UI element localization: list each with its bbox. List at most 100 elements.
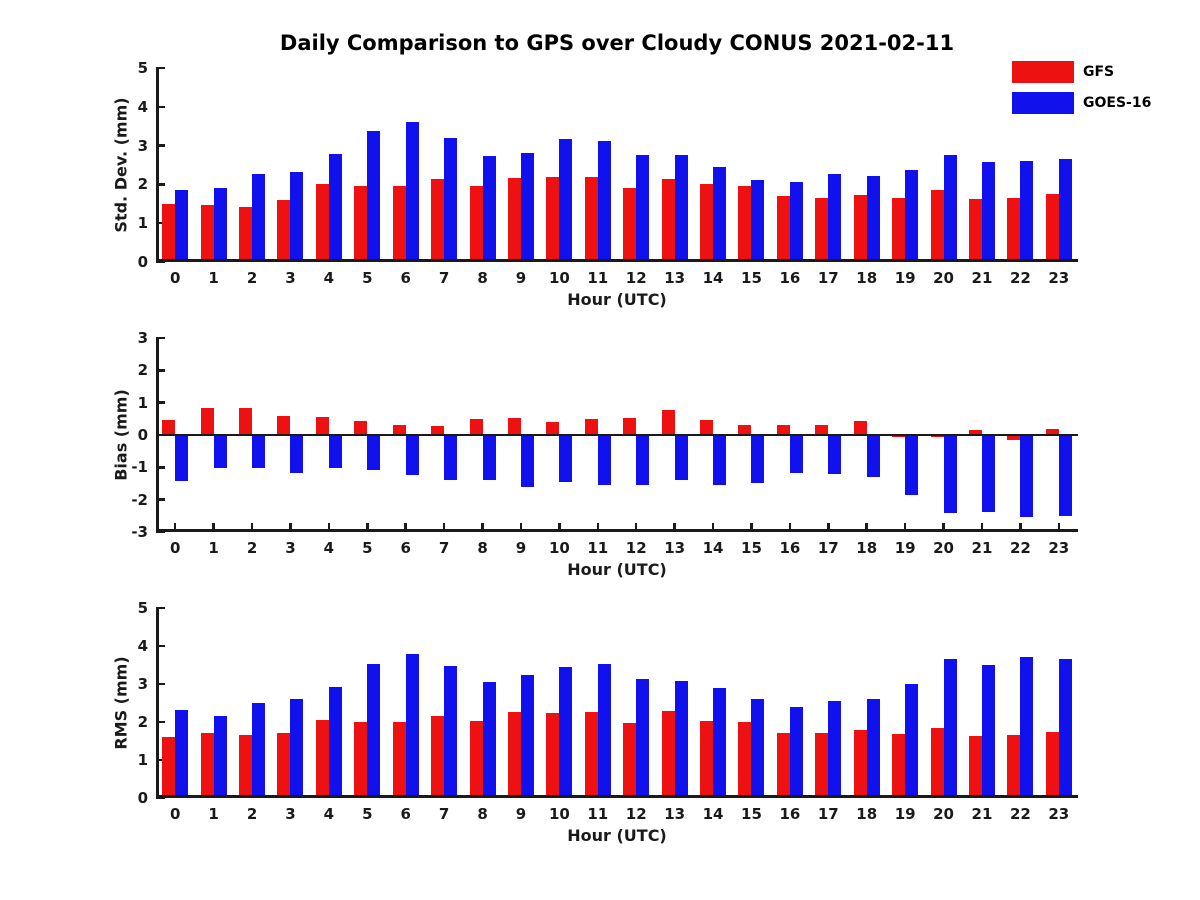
- x-tick-mark: [404, 523, 407, 532]
- x-tick-label: 15: [741, 805, 762, 823]
- goes-16-bar-h8: [482, 156, 496, 262]
- x-tick-label: 5: [362, 539, 373, 557]
- goes-16-bar-h14: [713, 435, 727, 486]
- x-tick-label: 5: [362, 269, 373, 287]
- goes-16-bar-h16: [789, 706, 803, 798]
- y-tick-label: 4: [137, 637, 148, 655]
- x-tick-mark: [481, 523, 484, 532]
- x-tick-mark: [558, 523, 561, 532]
- y-tick-label: 4: [137, 97, 148, 116]
- y-tick-label: 1: [137, 751, 148, 769]
- goes-16-bar-h1: [213, 435, 227, 468]
- x-tick-label: 15: [741, 269, 762, 287]
- goes-16-bar-h8: [482, 435, 496, 480]
- x-tick-label: 20: [933, 269, 954, 287]
- y-tick-mark: [156, 369, 165, 372]
- y-axis-spine: [156, 608, 159, 798]
- goes-16-bar-h11: [597, 140, 611, 262]
- goes-16-bar-h5: [367, 130, 381, 262]
- x-tick-label: 21: [971, 269, 993, 287]
- goes-16-bar-h1: [213, 188, 227, 262]
- gfs-bar-h23: [1045, 732, 1059, 798]
- goes-16-bar-h0: [175, 190, 189, 262]
- gfs-bar-h9: [507, 177, 521, 262]
- goes-16-bar-h21: [981, 435, 995, 513]
- x-tick-label: 2: [246, 539, 258, 557]
- gfs-bar-h6: [392, 185, 406, 262]
- legend-item-goes16: GOES-16: [1012, 92, 1151, 114]
- x-tick-label: 8: [477, 269, 488, 287]
- goes-16-bar-h7: [444, 435, 458, 481]
- y-tick-mark: [156, 606, 165, 610]
- y-tick-label: 2: [137, 361, 148, 380]
- goes-16-bar-h6: [405, 435, 419, 476]
- goes-16-bar-h5: [367, 664, 381, 798]
- x-tick-mark: [634, 523, 638, 532]
- legend: GFS GOES-16: [1012, 61, 1151, 123]
- y-tick-mark: [156, 466, 165, 469]
- goes16-color-swatch: [1012, 92, 1074, 114]
- gfs-bar-h2: [239, 734, 253, 798]
- goes-16-bar-h16: [789, 435, 803, 474]
- gfs-bar-h13: [661, 711, 675, 798]
- gfs-bar-h21: [968, 430, 982, 435]
- x-tick-label: 16: [779, 805, 801, 823]
- goes-16-bar-h23: [1058, 658, 1072, 798]
- x-tick-mark: [942, 523, 945, 532]
- x-tick-label: 9: [515, 269, 527, 287]
- x-tick-label: 1: [208, 805, 219, 823]
- x-tick-label: 3: [285, 805, 296, 823]
- goes-16-bar-h15: [751, 698, 765, 798]
- x-tick-mark: [519, 523, 523, 532]
- y-tick-mark: [156, 758, 165, 762]
- gfs-bar-h22: [1007, 734, 1021, 798]
- goes-16-bar-h18: [866, 176, 880, 262]
- x-tick-label: 3: [285, 269, 296, 287]
- goes-16-bar-h10: [559, 435, 573, 482]
- goes-16-bar-h4: [328, 687, 342, 798]
- y-tick-label: 0: [137, 789, 148, 807]
- goes-16-bar-h13: [674, 680, 688, 798]
- x-tick-label: 18: [856, 805, 878, 823]
- x-tick-label: 9: [515, 805, 527, 823]
- x-tick-label: 11: [587, 269, 609, 287]
- gfs-bar-h23: [1045, 429, 1059, 435]
- x-tick-label: 22: [1009, 805, 1031, 823]
- x-tick-label: 17: [817, 805, 839, 823]
- x-tick-label: 15: [741, 539, 762, 557]
- gfs-bar-h15: [738, 186, 752, 262]
- y-tick-label: -2: [131, 490, 148, 509]
- y-axis-label: Std. Dev. (mm): [111, 97, 131, 233]
- gfs-bar-h7: [431, 425, 445, 435]
- x-tick-label: 22: [1009, 539, 1031, 557]
- y-tick-label: -3: [131, 523, 148, 541]
- goes-16-bar-h0: [175, 710, 189, 798]
- gfs-bar-h10: [546, 713, 560, 798]
- x-tick-mark: [173, 523, 177, 532]
- goes-16-bar-h11: [597, 664, 611, 798]
- gfs-bar-h13: [661, 178, 675, 262]
- x-tick-label: 8: [477, 805, 488, 823]
- legend-item-gfs: GFS: [1012, 61, 1151, 83]
- gfs-bar-h3: [277, 415, 291, 435]
- y-tick-mark: [156, 183, 165, 186]
- goes-16-bar-h12: [636, 435, 650, 485]
- gfs-bar-h14: [700, 721, 714, 798]
- gfs-bar-h13: [661, 409, 675, 435]
- x-tick-mark: [1019, 523, 1022, 532]
- x-tick-label: 14: [702, 539, 724, 557]
- gfs-bar-h22: [1007, 435, 1021, 440]
- gfs-bar-h17: [815, 424, 829, 435]
- gfs-bar-h19: [892, 197, 906, 262]
- y-tick-label: 2: [137, 713, 148, 731]
- goes-16-bar-h13: [674, 154, 688, 262]
- y-tick-mark: [156, 336, 165, 340]
- gfs-bar-h11: [584, 176, 598, 262]
- y-tick-mark: [156, 221, 165, 225]
- goes-16-bar-h20: [943, 659, 957, 798]
- goes-16-bar-h3: [290, 171, 304, 262]
- goes-16-bar-h19: [905, 683, 919, 798]
- gfs-bar-h2: [239, 206, 253, 262]
- y-tick-label: 1: [137, 393, 148, 412]
- gfs-bar-h16: [776, 733, 790, 798]
